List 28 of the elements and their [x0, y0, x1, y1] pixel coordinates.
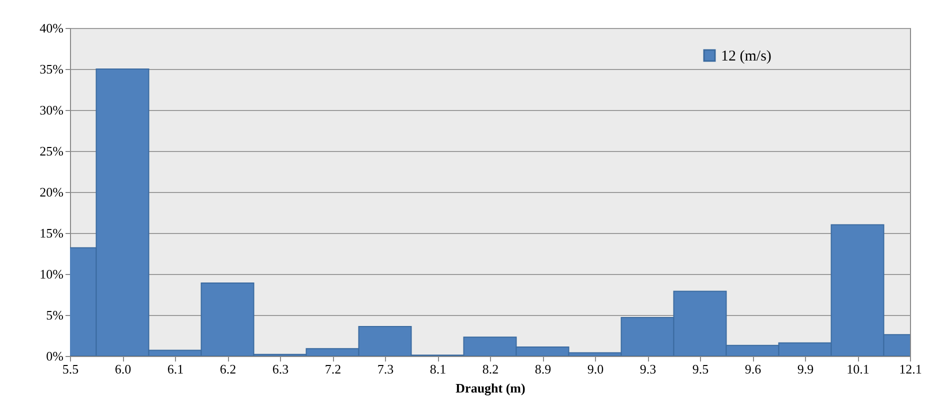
x-axis-title: Draught (m) [456, 380, 526, 396]
y-tick-label: 20% [40, 184, 64, 200]
x-tick-label: 6.2 [220, 362, 236, 376]
x-tick-label: 5.5 [62, 362, 79, 376]
x-tick-label: 9.9 [797, 362, 814, 376]
x-tick-label: 6.1 [167, 362, 184, 376]
y-tick-label: 15% [40, 226, 64, 240]
x-tick-label: 6.3 [272, 362, 289, 376]
x-tick-label: 8.1 [430, 362, 446, 376]
x-tick-label: 7.3 [377, 362, 394, 376]
legend-label: 12 (m/s) [721, 48, 772, 64]
y-tick-label: 35% [40, 62, 64, 76]
x-tick-label: 9.3 [640, 362, 656, 376]
x-tick-label: 9.6 [744, 362, 762, 376]
y-tick-label: 30% [40, 102, 64, 118]
y-tick-label: 5% [46, 308, 64, 322]
x-tick-label: 7.2 [324, 362, 342, 376]
x-tick-label: 12.1 [899, 362, 922, 376]
x-tick-label: 6.0 [114, 362, 132, 376]
x-tick-label: 8.9 [534, 362, 552, 376]
y-tick-label: 40% [40, 20, 64, 36]
x-tick-label: 9.5 [692, 362, 709, 376]
x-tick-label: 10.1 [846, 362, 870, 376]
x-tick-label: 8.2 [482, 362, 499, 376]
y-tick-label: 25% [40, 144, 64, 158]
y-tick-label: 0% [46, 348, 64, 364]
y-tick-label: 10% [40, 266, 64, 282]
x-tick-label: 9.0 [587, 362, 604, 376]
